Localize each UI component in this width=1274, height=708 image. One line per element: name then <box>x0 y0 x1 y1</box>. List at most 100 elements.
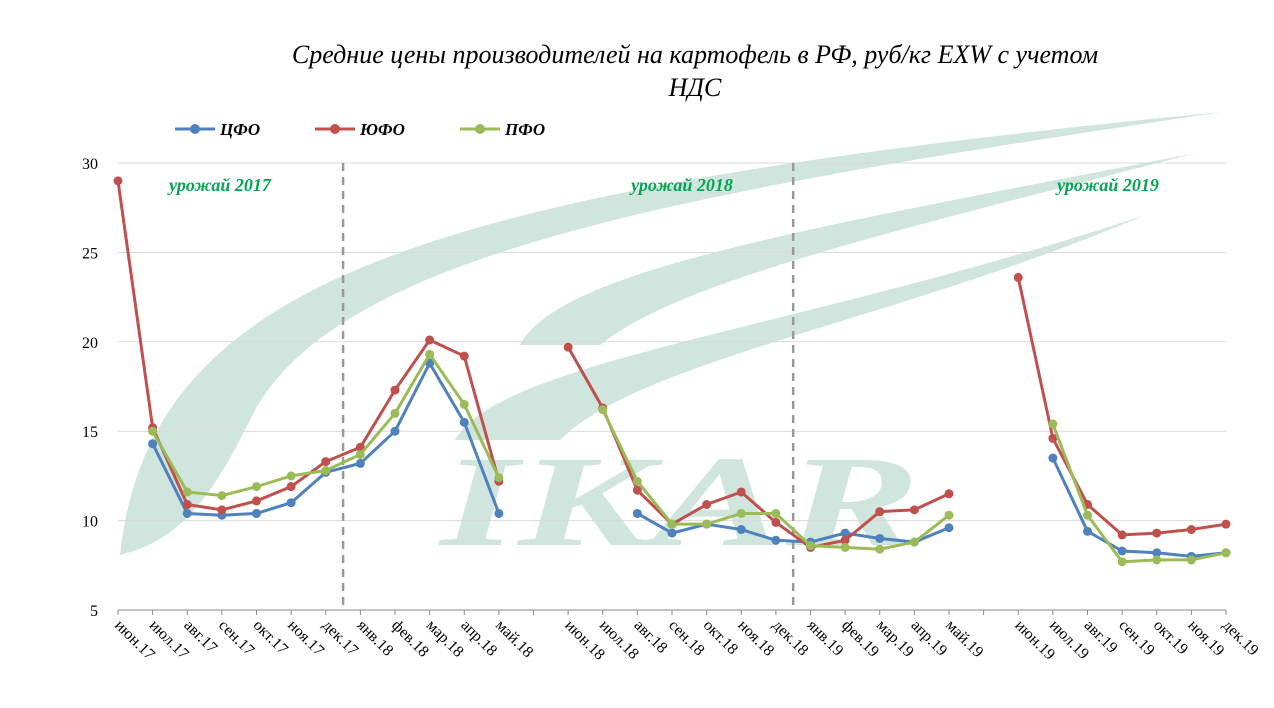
x-tick-label: ноя.18 <box>734 617 777 660</box>
data-point <box>182 508 192 518</box>
data-point <box>182 487 192 497</box>
data-point <box>355 458 365 468</box>
data-point <box>390 408 400 418</box>
data-point <box>736 508 746 518</box>
data-point <box>459 417 469 427</box>
x-tick-label: май.18 <box>492 617 536 661</box>
x-tick-label: фев.18 <box>388 617 432 661</box>
data-point <box>736 487 746 497</box>
x-tick-label: дек.17 <box>319 617 361 659</box>
data-point <box>771 535 781 545</box>
data-point <box>494 508 504 518</box>
data-point <box>840 542 850 552</box>
data-point <box>1117 557 1127 567</box>
series-lines <box>113 176 1231 567</box>
data-point <box>840 535 850 545</box>
chart-grid <box>118 162 1226 611</box>
data-point <box>875 544 885 554</box>
data-point <box>1013 272 1023 282</box>
y-axis: 5 10 15 20 25 30 <box>82 156 98 620</box>
x-tick-label: ноя.19 <box>1185 617 1228 660</box>
series-line <box>1051 423 1227 564</box>
data-point <box>286 498 296 508</box>
data-point <box>1152 548 1162 558</box>
legend-label: ПФО <box>504 120 545 139</box>
watermark-swoosh-2 <box>520 153 1196 345</box>
data-point <box>1117 546 1127 556</box>
data-point <box>390 426 400 436</box>
y-tick-label: 30 <box>82 156 98 173</box>
x-tick-label: фев.19 <box>838 617 882 661</box>
data-point <box>217 505 227 515</box>
data-point <box>771 517 781 527</box>
legend-swatch-marker <box>330 124 340 134</box>
x-tick-label: окт.18 <box>700 617 741 658</box>
data-point <box>425 349 435 359</box>
y-tick-label: 25 <box>82 245 98 262</box>
legend-swatch-marker <box>475 124 485 134</box>
legend-item: ПФО <box>460 120 545 139</box>
data-point <box>909 537 919 547</box>
harvest-label: урожай 2018 <box>629 175 733 195</box>
data-point <box>944 510 954 520</box>
x-tick-label: сен.17 <box>215 617 257 659</box>
y-tick-label: 10 <box>82 514 98 531</box>
chart-title-line2: НДС <box>668 73 722 102</box>
data-point <box>113 176 123 186</box>
x-tick-label: янв.19 <box>804 617 847 660</box>
data-point <box>148 439 158 449</box>
data-point <box>875 533 885 543</box>
data-point <box>1083 526 1092 536</box>
data-point <box>182 500 192 510</box>
data-point <box>1048 419 1058 429</box>
y-tick-label: 15 <box>82 424 98 441</box>
data-point <box>1048 433 1058 443</box>
y-tick-label: 20 <box>82 335 98 352</box>
harvest-label: урожай 2017 <box>167 175 272 195</box>
legend-label: ЮФО <box>359 120 405 139</box>
harvest-separators <box>341 163 795 610</box>
data-point <box>494 473 504 483</box>
data-point <box>875 507 885 517</box>
harvest-label: урожай 2019 <box>1055 175 1159 195</box>
x-tick-label: мар.19 <box>873 617 917 661</box>
data-point <box>321 466 331 476</box>
data-point <box>667 528 677 538</box>
data-point <box>840 528 850 538</box>
data-point <box>806 541 815 551</box>
x-tick-label: май.19 <box>942 617 986 661</box>
data-point <box>390 385 400 395</box>
harvest-labels: урожай 2017 урожай 2018 урожай 2019 <box>167 175 1159 195</box>
data-point <box>702 519 712 529</box>
data-point <box>355 449 365 459</box>
x-tick-label: апр.19 <box>908 617 951 660</box>
data-point <box>217 491 227 501</box>
data-point <box>321 457 331 467</box>
watermark-swoosh-1 <box>120 112 1222 555</box>
data-point <box>252 508 261 518</box>
data-point <box>252 482 261 492</box>
data-point <box>286 471 296 481</box>
y-tick-label: 5 <box>90 603 98 620</box>
x-tick-label: окт.17 <box>250 617 291 658</box>
x-axis: июн.17июл.17авг.17сен.17окт.17ноя.17дек.… <box>111 610 1262 664</box>
data-point <box>1186 525 1196 535</box>
data-point <box>944 523 954 533</box>
chart-legend: ЦФО ЮФО ПФО <box>175 120 545 139</box>
x-tick-label: дек.19 <box>1219 617 1261 659</box>
data-point <box>702 500 712 510</box>
x-tick-label: сен.18 <box>665 617 707 659</box>
data-point <box>771 508 781 518</box>
series-line <box>636 512 950 544</box>
data-point <box>459 399 469 409</box>
data-point <box>944 489 954 499</box>
data-point <box>252 496 261 506</box>
series-line <box>1016 277 1227 537</box>
series-line <box>566 346 950 549</box>
data-point <box>598 405 608 415</box>
data-point <box>632 476 642 486</box>
data-point <box>632 508 642 518</box>
data-point <box>736 525 746 535</box>
data-point <box>148 426 158 436</box>
